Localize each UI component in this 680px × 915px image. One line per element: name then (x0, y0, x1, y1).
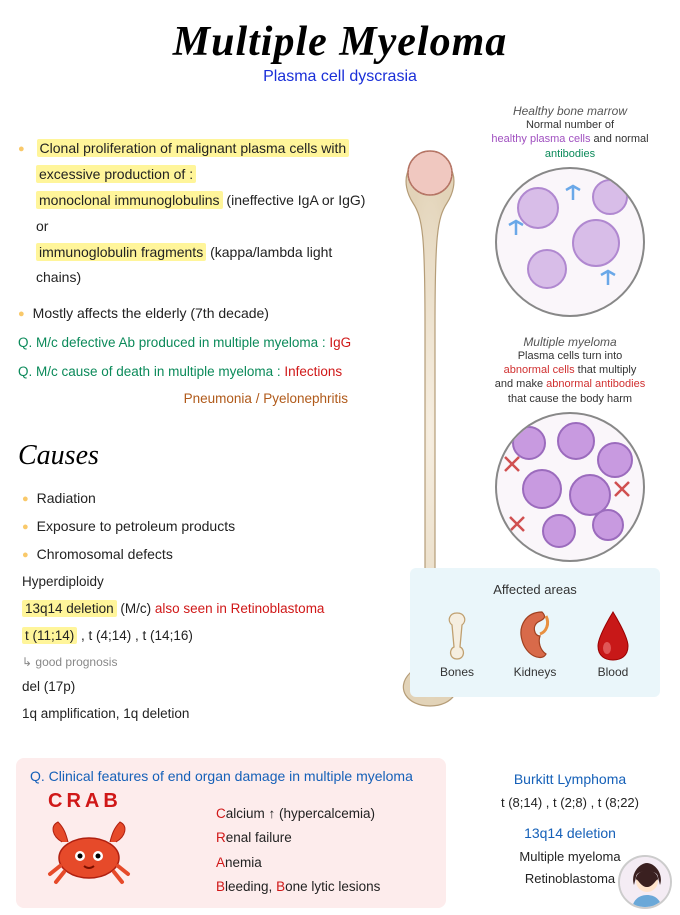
healthy-cells-diagram (495, 167, 645, 317)
kidney-icon (500, 605, 570, 665)
healthy-marrow-desc: Normal number of healthy plasma cells an… (470, 118, 670, 161)
crab-line: Anemia (216, 851, 380, 875)
crab-line: Renal failure (216, 826, 380, 850)
crab-icon (44, 816, 134, 889)
affected-blood: Blood (578, 605, 648, 679)
intro-line: excessive production of : (36, 162, 378, 188)
affected-heading: Affected areas (418, 582, 652, 597)
crab-list: Calcium ↑ (hypercalcemia) Renal failure … (216, 802, 380, 899)
cause-sub: del (17p) (22, 675, 378, 700)
cause-item: Radiation (22, 486, 378, 512)
page-subtitle: Plasma cell dyscrasia (0, 68, 680, 86)
qa-line-2: Q. M/c cause of death in multiple myelom… (18, 360, 378, 385)
left-column: Clonal proliferation of malignant plasma… (18, 136, 378, 729)
intro-line: monoclonal immunoglobulins (ineffective … (36, 188, 378, 240)
page-title: Multiple Myeloma (0, 18, 680, 66)
burkitt-translocations: t (8;14) , t (2;8) , t (8;22) (470, 792, 670, 814)
cause-item: Exposure to petroleum products (22, 514, 378, 540)
cause-sub: t (11;14) , t (4;14) , t (14;16) (22, 624, 378, 649)
blood-icon (578, 605, 648, 665)
cause-item: Chromosomal defects (22, 542, 378, 568)
cause-sub: Hyperdiploidy (22, 570, 378, 595)
intro-line: immunoglobulin fragments (kappa/lambda l… (36, 240, 378, 292)
intro-text: Clonal proliferation of malignant plasma… (37, 139, 350, 157)
affected-kidneys: Kidneys (500, 605, 570, 679)
deletion-heading: 13q14 deletion (470, 822, 670, 846)
mm-cells-diagram (495, 412, 645, 562)
qa-sub-answer: Pneumonia / Pyelonephritis (18, 387, 378, 412)
bone-icon (422, 605, 492, 665)
mm-heading: Multiple myeloma (470, 335, 670, 349)
qa-line-1: Q. M/c defective Ab produced in multiple… (18, 331, 378, 356)
crab-line: Calcium ↑ (hypercalcemia) (216, 802, 380, 826)
crab-box: Q. Clinical features of end organ damage… (16, 758, 446, 908)
causes-heading: Causes (18, 430, 378, 482)
crab-question: Q. Clinical features of end organ damage… (30, 768, 432, 784)
intro-bullet-2: Mostly affects the elderly (7th decade) (18, 301, 378, 327)
cause-note: ↳ good prognosis (22, 651, 378, 673)
right-column: Healthy bone marrow Normal number of hea… (470, 104, 670, 562)
mm-desc: Plasma cells turn into abnormal cells th… (470, 349, 670, 406)
crab-line: Bleeding, Bone lytic lesions (216, 875, 380, 899)
affected-bones: Bones (422, 605, 492, 679)
healthy-marrow-heading: Healthy bone marrow (470, 104, 670, 118)
burkitt-heading: Burkitt Lymphoma (470, 768, 670, 792)
avatar-icon (618, 855, 672, 909)
intro-bullet-1: Clonal proliferation of malignant plasma… (18, 136, 378, 162)
affected-areas-box: Affected areas Bones Kidneys Blood (410, 568, 660, 697)
cause-sub: 1q amplification, 1q deletion (22, 702, 378, 727)
cause-sub: 13q14 deletion (M/c) also seen in Retino… (22, 597, 378, 622)
causes-list: Radiation Exposure to petroleum products… (18, 486, 378, 727)
